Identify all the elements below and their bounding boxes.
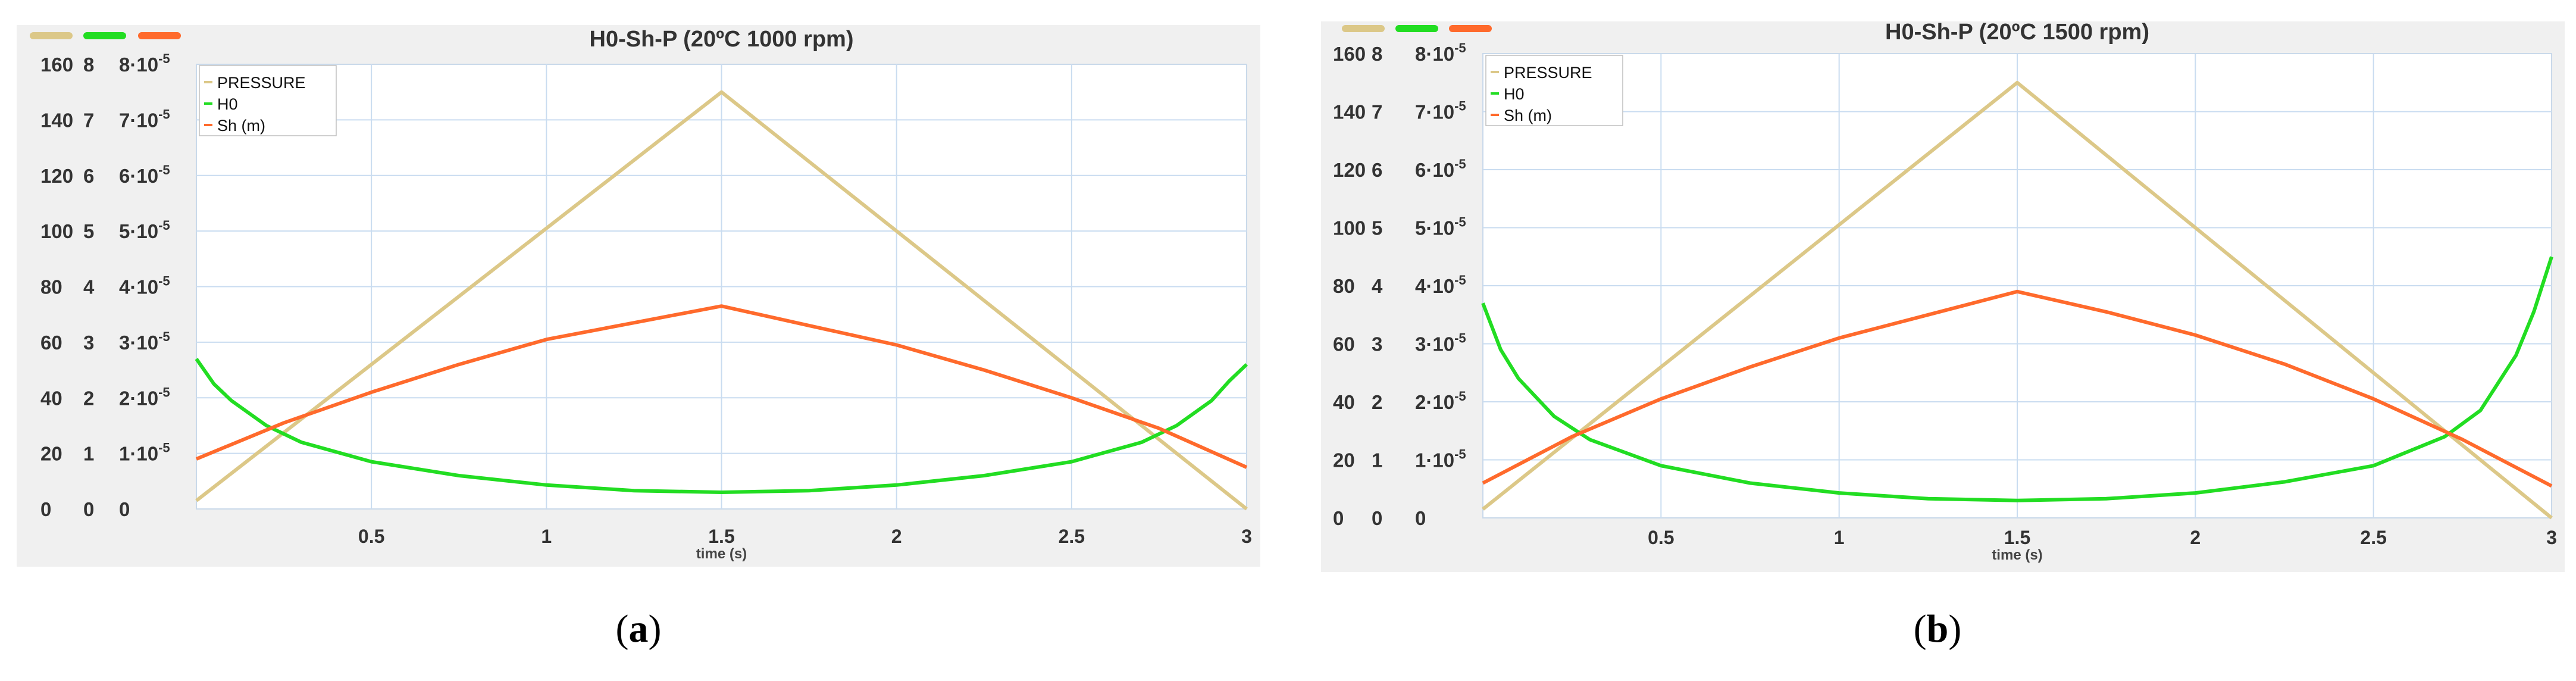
chart-title: H0-Sh-P (20ºC 1500 rpm) xyxy=(1885,20,2149,45)
y-tick-label: 5 xyxy=(83,220,94,242)
x-tick-label: 3 xyxy=(2546,527,2557,548)
panel-caption: (b) xyxy=(1914,607,1962,651)
series-swatch xyxy=(30,32,73,39)
y-tick-label: 0 xyxy=(1415,507,1426,529)
y-tick-label: 60 xyxy=(1333,333,1355,355)
y-tick-label: 2 xyxy=(1372,391,1382,413)
y-tick-label: 120 xyxy=(1333,159,1366,181)
x-tick-label: 2 xyxy=(891,526,902,547)
legend-entry: H0 xyxy=(217,95,238,113)
y-tick-label: 80 xyxy=(40,276,62,298)
y-tick-label: 160 xyxy=(40,54,73,76)
y-tick-label: 100 xyxy=(40,220,73,242)
x-tick-label: 1.5 xyxy=(2004,527,2030,548)
y-tick-label: 40 xyxy=(1333,391,1355,413)
series-line-sh-m xyxy=(195,304,1248,469)
y-tick-label: 60 xyxy=(40,332,62,354)
y-tick-label: 1 xyxy=(1372,449,1382,471)
y-tick-label: 1 xyxy=(83,443,94,465)
series-swatch xyxy=(1449,25,1492,32)
y-tick-label: 0 xyxy=(1372,507,1382,529)
x-tick-label: 0.5 xyxy=(358,526,384,547)
y-tick-label: 80 xyxy=(1333,275,1355,297)
y-tick-label: 4 xyxy=(83,276,95,298)
y-tick-label: 7 xyxy=(1372,101,1382,123)
y-tick-label: 8 xyxy=(1372,43,1382,65)
legend-box xyxy=(1485,55,1623,126)
y-tick-label: 140 xyxy=(40,109,73,131)
y-tick-label: 6 xyxy=(1372,159,1382,181)
series-swatch xyxy=(1395,25,1438,32)
y-tick-label: 3 xyxy=(1372,333,1382,355)
series-swatch xyxy=(1342,25,1385,32)
y-tick-label: 6·10-5 xyxy=(1415,157,1466,181)
series-line-pressure xyxy=(1482,80,2553,520)
y-tick-label: 2·10-5 xyxy=(119,385,170,409)
y-tick-label: 6 xyxy=(83,165,94,187)
x-axis-label: time (s) xyxy=(1992,547,2042,563)
y-tick-label: 2·10-5 xyxy=(1415,389,1466,413)
series-line-sh-m xyxy=(1482,289,2553,488)
series-swatch xyxy=(83,32,126,39)
y-tick-label: 40 xyxy=(40,387,62,409)
x-tick-label: 1.5 xyxy=(708,526,734,547)
chart-title: H0-Sh-P (20ºC 1000 rpm) xyxy=(590,27,854,52)
y-tick-label: 120 xyxy=(40,165,73,187)
y-tick-label: 8 xyxy=(83,54,94,76)
y-tick-label: 0 xyxy=(40,498,51,520)
legend-entry: H0 xyxy=(1504,85,1525,103)
y-tick-label: 3 xyxy=(83,332,94,354)
x-tick-label: 2.5 xyxy=(2360,527,2386,548)
series-line-h0 xyxy=(1481,256,2553,502)
x-tick-label: 0.5 xyxy=(1648,527,1674,548)
x-tick-label: 2.5 xyxy=(1059,526,1085,547)
y-tick-label: 3·10-5 xyxy=(1415,331,1466,355)
legend-entry: PRESSURE xyxy=(1504,64,1592,82)
series-line-h0 xyxy=(195,358,1248,494)
y-tick-label: 20 xyxy=(40,443,62,465)
x-tick-label: 1 xyxy=(541,526,552,547)
y-tick-label: 4 xyxy=(1372,275,1383,297)
y-tick-label: 0 xyxy=(83,498,94,520)
series-line-pressure xyxy=(195,90,1248,511)
legend-box xyxy=(199,65,337,136)
x-axis-label: time (s) xyxy=(696,546,747,562)
legend-entry: PRESSURE xyxy=(217,74,306,92)
x-tick-label: 1 xyxy=(1834,527,1845,548)
y-tick-label: 4·10-5 xyxy=(1415,273,1466,297)
y-tick-label: 5 xyxy=(1372,217,1382,239)
y-tick-label: 100 xyxy=(1333,217,1366,239)
legend-entry: Sh (m) xyxy=(1504,107,1552,124)
x-tick-label: 2 xyxy=(2190,527,2201,548)
x-tick-label: 3 xyxy=(1241,526,1252,547)
y-tick-label: 7 xyxy=(83,109,94,131)
panel-caption: (a) xyxy=(616,607,662,651)
y-tick-label: 0 xyxy=(119,498,130,520)
y-tick-label: 0 xyxy=(1333,507,1344,529)
y-tick-label: 2 xyxy=(83,387,94,409)
y-tick-label: 140 xyxy=(1333,101,1366,123)
y-tick-label: 160 xyxy=(1333,43,1366,65)
legend-entry: Sh (m) xyxy=(217,117,265,135)
series-swatch xyxy=(138,32,181,39)
y-tick-label: 20 xyxy=(1333,449,1355,471)
